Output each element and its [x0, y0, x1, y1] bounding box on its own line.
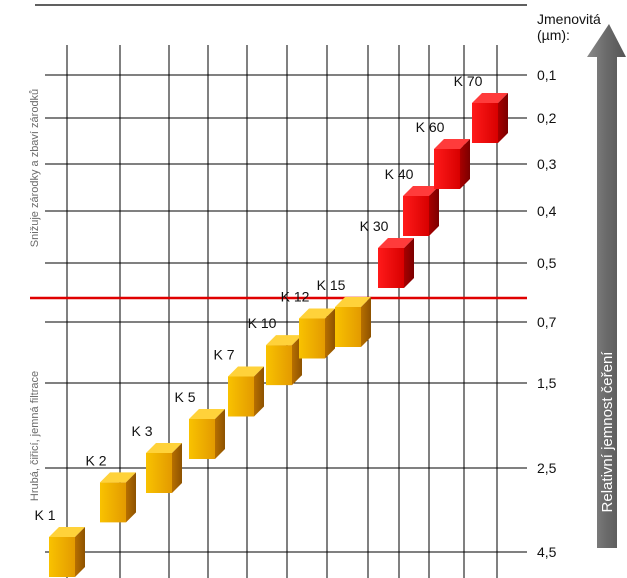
y-tick-label: 0,7: [537, 314, 557, 330]
cube-k2: K 2: [85, 452, 136, 523]
y-tick-label: 0,3: [537, 156, 557, 172]
cube-side: [404, 238, 414, 288]
unit-label: Jmenovitá (µm):: [537, 11, 601, 43]
cube-k40: K 40: [385, 166, 439, 236]
cube-k3: K 3: [131, 423, 182, 493]
cube-top: [146, 443, 182, 453]
cube-top: [335, 297, 371, 307]
cube-front: [403, 196, 429, 236]
y-tick-label: 0,1: [537, 67, 557, 83]
cube-front: [335, 307, 361, 347]
grid: [35, 4, 527, 578]
cube-k60: K 60: [416, 119, 470, 189]
cube-top: [378, 238, 414, 248]
cube-top: [189, 409, 225, 419]
cube-top: [49, 527, 85, 537]
cube-side: [361, 297, 371, 347]
cube-side: [460, 139, 470, 189]
cube-side: [498, 93, 508, 143]
point-label: K 5: [174, 389, 195, 405]
cube-top: [228, 366, 264, 377]
y-tick-label: 4,5: [537, 544, 557, 560]
point-label: K 1: [34, 507, 55, 523]
point-label: K 70: [454, 73, 483, 89]
cube-k15: K 15: [317, 277, 371, 347]
arrow-icon: [587, 24, 626, 548]
point-label: K 7: [213, 347, 234, 363]
cube-top: [266, 335, 302, 346]
point-label: K 12: [281, 288, 310, 304]
point-label: K 2: [85, 452, 106, 468]
cube-k1: K 1: [34, 507, 85, 577]
data-points: K 1 K 2 K 3 K 5 K 7 K 10K 12 K 15 K 30 K 40 K 60 K…: [34, 73, 508, 577]
cube-front: [146, 453, 172, 493]
point-label: K 40: [385, 166, 414, 182]
cube-k7: K 7: [213, 347, 264, 417]
cube-top: [434, 139, 470, 149]
point-label: K 60: [416, 119, 445, 135]
cube-front: [299, 318, 325, 359]
cube-k30: K 30: [360, 218, 414, 288]
zone-labels: Snižuje zárodky a zbaví zárodků Hrubá, č…: [29, 89, 41, 501]
cube-top: [100, 472, 136, 483]
y-tick-labels: 0,1 0,2 0,3 0,4 0,5 0,7 1,5 2,5 4,5: [537, 67, 557, 560]
point-label: K 15: [317, 277, 346, 293]
cube-front: [472, 103, 498, 143]
y-tick-label: 0,2: [537, 110, 557, 126]
cube-side: [126, 472, 136, 523]
cube-top: [403, 186, 439, 196]
point-label: K 30: [360, 218, 389, 234]
cube-side: [254, 366, 264, 417]
cube-side: [172, 443, 182, 493]
cube-k70: K 70: [454, 73, 508, 143]
point-label: K 3: [131, 423, 152, 439]
cube-top: [299, 308, 335, 319]
cube-side: [75, 527, 85, 577]
cube-front: [434, 149, 460, 189]
y-tick-label: 0,5: [537, 255, 557, 271]
cube-top: [472, 93, 508, 103]
cube-front: [378, 248, 404, 288]
cube-front: [189, 419, 215, 459]
zone-label-lower: Hrubá, čiřicí, jemná filtrace: [29, 371, 41, 501]
cube-front: [228, 376, 254, 417]
fineness-arrow: Relativní jemnost čeření: [587, 24, 626, 548]
cube-k12: K 12: [281, 288, 335, 359]
cube-front: [100, 482, 126, 523]
cube-k5: K 5: [174, 389, 225, 459]
zone-label-upper: Snižuje zárodky a zbaví zárodků: [29, 89, 41, 247]
unit-label-line2: (µm):: [537, 27, 570, 43]
cube-side: [325, 308, 335, 359]
cube-front: [266, 345, 292, 386]
cube-side: [429, 186, 439, 236]
cube-front: [49, 537, 75, 577]
arrow-label: Relativní jemnost čeření: [599, 351, 616, 513]
y-tick-label: 0,4: [537, 203, 557, 219]
y-tick-label: 1,5: [537, 375, 557, 391]
point-label: K 10: [248, 315, 277, 331]
unit-label-line1: Jmenovitá: [537, 11, 601, 27]
cube-side: [215, 409, 225, 459]
y-tick-label: 2,5: [537, 460, 557, 476]
